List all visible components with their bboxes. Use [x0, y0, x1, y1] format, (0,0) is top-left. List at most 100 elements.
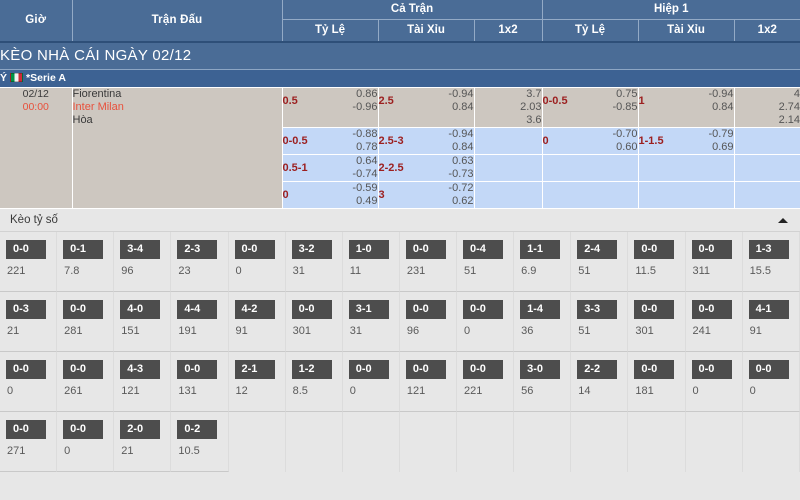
odds-cell-full-1x2[interactable] — [474, 181, 543, 209]
odds-cell-half-overunder[interactable]: 1-1.5 -0.79 0.69 — [638, 127, 735, 155]
score-cell[interactable]: 0-0 0 — [685, 352, 743, 412]
odds-cell-half-handicap[interactable]: 0-0.5 0.75 -0.85 — [542, 87, 639, 128]
price-top: -0.94 — [448, 128, 474, 140]
score-cell[interactable]: 2-2 14 — [571, 352, 629, 412]
odds-cell-full-overunder[interactable]: 2.5-3 -0.94 0.84 — [378, 127, 475, 155]
odds-cell-full-1x2[interactable] — [474, 154, 543, 182]
score-cell[interactable]: 0-4 51 — [457, 232, 515, 292]
score-cell[interactable]: 0-0 0 — [457, 292, 515, 352]
odds-cell-full-handicap[interactable]: 0-0.5 -0.88 0.78 — [282, 127, 379, 155]
score-odds-value: 0 — [64, 445, 71, 457]
odds-cell-full-1x2[interactable]: 3.7 2.03 3.6 — [474, 87, 543, 128]
score-cell[interactable]: 3-1 31 — [342, 292, 400, 352]
score-cell[interactable]: 0-2 10.5 — [171, 412, 229, 472]
odds-cell-half-overunder[interactable] — [638, 154, 735, 182]
score-cell[interactable]: 0-0 301 — [628, 292, 686, 352]
table-row[interactable]: 02/12 00:00 Fiorentina Inter Milan Hòa 0… — [0, 87, 800, 209]
score-chip: 4-3 — [120, 360, 161, 379]
odds-cell-half-handicap[interactable] — [542, 154, 639, 182]
score-cell[interactable]: 0-0 96 — [399, 292, 457, 352]
table-row[interactable]: 0-0.5 -0.88 0.78 2.5-3 -0.94 0.84 — [0, 127, 800, 155]
overunder-prices: -0.94 0.84 — [448, 128, 473, 154]
score-cell[interactable]: 0-0 281 — [57, 292, 115, 352]
odds-cell-full-handicap[interactable]: 0.5-1 0.64 -0.74 — [282, 154, 379, 182]
odds-cell-half-1x2[interactable]: 4 2.74 2.14 — [734, 87, 800, 128]
score-cell[interactable]: 2-0 21 — [114, 412, 172, 472]
score-cell[interactable]: 0-0 0 — [0, 352, 58, 412]
score-cell[interactable]: 2-4 51 — [571, 232, 629, 292]
odds-cell-half-1x2[interactable] — [734, 154, 800, 182]
score-odds-value: 261 — [64, 385, 83, 397]
score-chip: 0-0 — [691, 360, 732, 379]
score-odds-value: 31 — [349, 325, 362, 337]
score-odds-value: 51 — [578, 325, 591, 337]
score-cell[interactable]: 2-1 12 — [228, 352, 286, 412]
score-cell[interactable]: 0-0 311 — [685, 232, 743, 292]
score-cell[interactable]: 3-4 96 — [114, 232, 172, 292]
table-row[interactable]: 0.5-1 0.64 -0.74 2-2.5 0.63 -0.73 — [0, 154, 800, 182]
score-cell[interactable]: 1-4 36 — [514, 292, 572, 352]
column-group-full-time: Cả Trận — [282, 0, 543, 20]
score-cell[interactable]: 0-0 241 — [685, 292, 743, 352]
score-cell[interactable]: 0-0 121 — [399, 352, 457, 412]
handicap-line: 0 — [542, 135, 549, 147]
score-cell[interactable]: 0-0 0 — [342, 352, 400, 412]
score-cell[interactable]: 4-2 91 — [228, 292, 286, 352]
score-cell-empty — [228, 412, 286, 472]
price-top: 0.63 — [452, 155, 474, 167]
score-cell[interactable]: 0-3 21 — [0, 292, 58, 352]
score-cell[interactable]: 3-2 31 — [285, 232, 343, 292]
price-away-win: 3.6 — [526, 114, 542, 126]
odds-cell-full-overunder[interactable]: 2.5 -0.94 0.84 — [378, 87, 475, 128]
score-cell[interactable]: 0-0 221 — [457, 352, 515, 412]
score-cell[interactable]: 0-1 7.8 — [57, 232, 115, 292]
odds-cell-half-1x2[interactable] — [734, 127, 800, 155]
score-cell[interactable]: 1-0 11 — [342, 232, 400, 292]
score-cell[interactable]: 3-3 51 — [571, 292, 629, 352]
caret-up-icon[interactable] — [778, 218, 788, 223]
score-cell[interactable]: 0-0 11.5 — [628, 232, 686, 292]
correct-score-title: Kèo tỷ số — [10, 214, 58, 226]
score-cell[interactable]: 3-0 56 — [514, 352, 572, 412]
score-chip: 1-4 — [520, 300, 561, 319]
score-cell[interactable]: 0-0 0 — [57, 412, 115, 472]
score-cell-empty — [399, 412, 457, 472]
score-cell[interactable]: 4-0 151 — [114, 292, 172, 352]
score-cell[interactable]: 0-0 261 — [57, 352, 115, 412]
score-cell[interactable]: 0-0 231 — [399, 232, 457, 292]
score-cell[interactable]: 4-3 121 — [114, 352, 172, 412]
score-cell[interactable]: 1-1 6.9 — [514, 232, 572, 292]
score-cell[interactable]: 1-2 8.5 — [285, 352, 343, 412]
odds-cell-half-overunder[interactable]: 1 -0.94 0.84 — [638, 87, 735, 128]
score-cell[interactable]: 0-0 301 — [285, 292, 343, 352]
table-row[interactable]: 0 -0.59 0.49 3 -0.72 0.62 — [0, 181, 800, 209]
score-odds-value: 21 — [7, 325, 20, 337]
score-cell[interactable]: 0-0 0 — [228, 232, 286, 292]
score-odds-value: 91 — [749, 325, 762, 337]
score-odds-value: 241 — [692, 325, 711, 337]
league-header[interactable]: Ý *Serie A — [0, 69, 800, 88]
score-cell[interactable]: 4-4 191 — [171, 292, 229, 352]
price-bottom: 0.49 — [356, 195, 378, 207]
odds-cell-full-1x2[interactable] — [474, 127, 543, 155]
odds-cell-full-overunder[interactable]: 3 -0.72 0.62 — [378, 181, 475, 209]
score-cell[interactable]: 1-3 15.5 — [742, 232, 800, 292]
odds-cell-half-handicap[interactable]: 0 -0.70 0.60 — [542, 127, 639, 155]
odds-cell-full-handicap[interactable]: 0.5 0.86 -0.96 — [282, 87, 379, 128]
score-cell[interactable]: 2-3 23 — [171, 232, 229, 292]
odds-cell-half-handicap[interactable] — [542, 181, 639, 209]
score-cell[interactable]: 0-0 221 — [0, 232, 58, 292]
score-chip: 0-3 — [6, 300, 46, 319]
odds-cell-half-1x2[interactable] — [734, 181, 800, 209]
handicap-prices: -0.88 0.78 — [352, 128, 377, 154]
score-cell[interactable]: 0-0 0 — [742, 352, 800, 412]
score-cell[interactable]: 0-0 181 — [628, 352, 686, 412]
odds-cell-full-overunder[interactable]: 2-2.5 0.63 -0.73 — [378, 154, 475, 182]
score-chip: 0-0 — [63, 360, 104, 379]
score-cell[interactable]: 0-0 131 — [171, 352, 229, 412]
score-cell[interactable]: 4-1 91 — [742, 292, 800, 352]
correct-score-header[interactable]: Kèo tỷ số — [0, 209, 800, 232]
odds-cell-half-overunder[interactable] — [638, 181, 735, 209]
odds-cell-full-handicap[interactable]: 0 -0.59 0.49 — [282, 181, 379, 209]
score-cell[interactable]: 0-0 271 — [0, 412, 58, 472]
